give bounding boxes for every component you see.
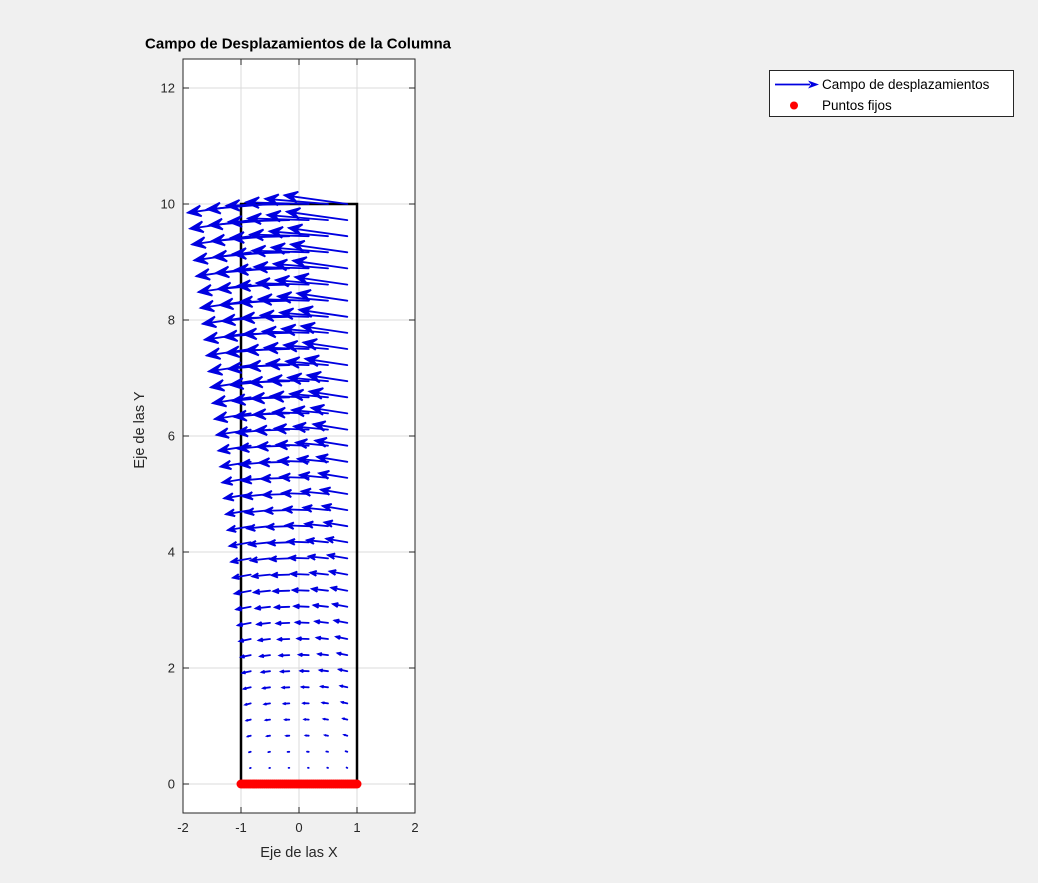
x-tick-label: -2 <box>177 820 189 835</box>
y-tick-label: 4 <box>167 544 175 560</box>
y-tick-label: 10 <box>160 196 175 212</box>
y-tick-label: 6 <box>167 428 175 444</box>
y-tick-label: 2 <box>167 660 175 676</box>
fixed-points <box>236 779 362 789</box>
legend-entry-displacement-field: Campo de desplazamientos <box>770 74 1013 95</box>
x-tick-label: 2 <box>411 820 419 835</box>
y-tick-label: 0 <box>167 776 175 792</box>
x-axis-label: Eje de las X <box>260 845 338 861</box>
x-tick-label: 1 <box>353 820 361 835</box>
tick-marks <box>182 59 416 813</box>
red-dot-icon <box>770 95 822 116</box>
y-axis-label: Eje de las Y <box>132 391 148 469</box>
y-tick-label: 8 <box>167 312 175 328</box>
x-tick-label: -1 <box>235 820 247 835</box>
plot-title: Campo de Desplazamientos de la Columna <box>145 35 451 53</box>
legend-label: Puntos fijos <box>822 98 892 113</box>
quiver-arrow-icon <box>770 74 822 95</box>
legend-entry-fixed-points: Puntos fijos <box>770 95 1013 116</box>
legend-label: Campo de desplazamientos <box>822 77 990 92</box>
legend: Campo de desplazamientos Puntos fijos <box>769 70 1014 117</box>
y-tick-label: 12 <box>160 80 175 96</box>
x-tick-label: 0 <box>295 820 303 835</box>
quiver-arrows <box>185 190 349 769</box>
